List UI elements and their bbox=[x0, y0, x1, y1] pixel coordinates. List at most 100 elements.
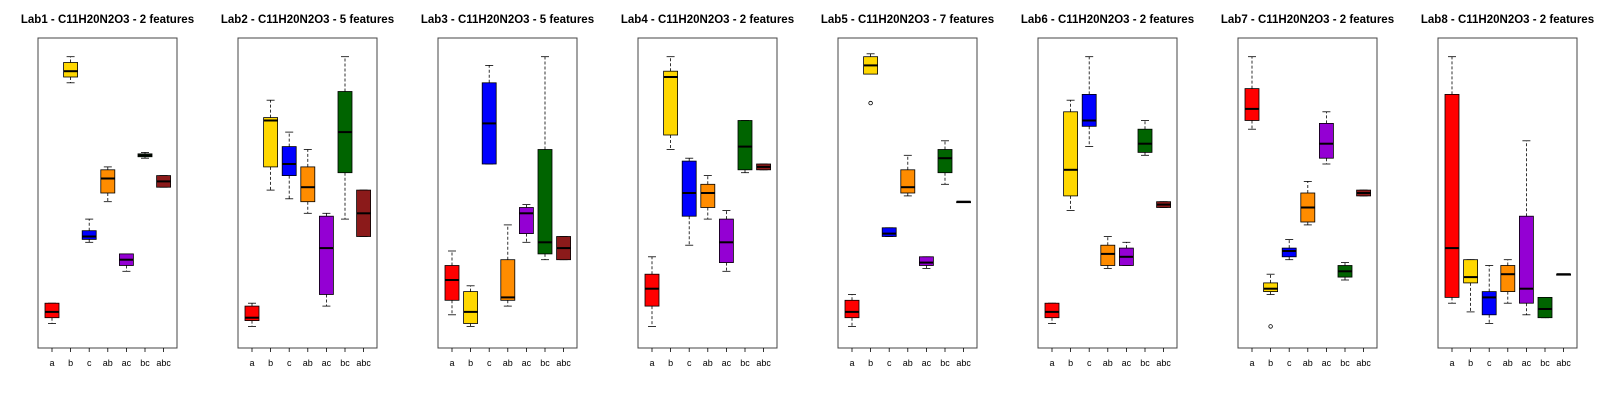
tick-label-b: b bbox=[1068, 358, 1073, 368]
tick-label-b: b bbox=[68, 358, 73, 368]
panel-title: Lab5 - C11H20N2O3 - 7 features bbox=[821, 14, 994, 26]
tick-label-a: a bbox=[849, 358, 854, 368]
tick-label-c: c bbox=[1487, 358, 1492, 368]
box-ac bbox=[119, 253, 134, 272]
iqr-box bbox=[737, 120, 753, 171]
iqr-box bbox=[263, 117, 279, 168]
tick-label-b: b bbox=[468, 358, 473, 368]
iqr-box bbox=[1500, 265, 1516, 293]
iqr-box bbox=[318, 215, 334, 295]
tick-label-bc: bc bbox=[740, 358, 750, 368]
iqr-box bbox=[1319, 123, 1334, 159]
box-b bbox=[1463, 259, 1478, 313]
iqr-box bbox=[1263, 282, 1278, 292]
box-ac bbox=[318, 212, 334, 307]
tick-label-c: c bbox=[887, 358, 892, 368]
iqr-box bbox=[519, 207, 534, 235]
tick-label-ab: ab bbox=[503, 358, 513, 368]
box-abc bbox=[156, 175, 172, 188]
iqr-box bbox=[1100, 244, 1116, 266]
box-ab bbox=[900, 154, 916, 197]
box-a bbox=[644, 256, 660, 327]
box-ab bbox=[100, 166, 116, 203]
box-abc bbox=[756, 163, 771, 171]
box-c bbox=[81, 218, 97, 243]
box-bc bbox=[1337, 262, 1353, 281]
box-b bbox=[1063, 99, 1078, 211]
iqr-box bbox=[44, 302, 60, 319]
panel-title: Lab1 - C11H20N2O3 - 2 features bbox=[21, 14, 194, 26]
box-bc bbox=[1537, 296, 1553, 319]
iqr-box bbox=[63, 62, 78, 78]
box-abc bbox=[356, 189, 372, 237]
box-ab bbox=[1100, 236, 1116, 269]
box-abc bbox=[1556, 273, 1571, 276]
tick-label-abc: abc bbox=[156, 358, 171, 368]
iqr-box bbox=[1519, 215, 1534, 304]
tick-label-ac: ac bbox=[1522, 358, 1532, 368]
tick-label-abc: abc bbox=[1356, 358, 1371, 368]
iqr-box bbox=[844, 299, 860, 319]
iqr-box bbox=[1537, 296, 1553, 319]
iqr-box bbox=[1463, 259, 1478, 284]
box-a bbox=[1044, 302, 1060, 324]
tick-label-c: c bbox=[1287, 358, 1292, 368]
iqr-box bbox=[681, 160, 697, 217]
outlier-point bbox=[868, 100, 873, 106]
outlier-point bbox=[1268, 324, 1273, 329]
box-bc bbox=[937, 140, 953, 185]
tick-label-ab: ab bbox=[303, 358, 313, 368]
iqr-box bbox=[1081, 94, 1097, 127]
tick-label-b: b bbox=[668, 358, 673, 368]
tick-label-ab: ab bbox=[1503, 358, 1513, 368]
box-abc bbox=[1356, 189, 1371, 197]
tick-label-ab: ab bbox=[103, 358, 113, 368]
box-c bbox=[1481, 265, 1497, 324]
box-a bbox=[244, 302, 260, 327]
box-ac bbox=[519, 204, 534, 243]
box-a bbox=[444, 250, 460, 316]
box-bc bbox=[537, 56, 553, 261]
box-c bbox=[1281, 238, 1297, 261]
box-ac bbox=[1519, 140, 1534, 316]
iqr-box bbox=[281, 146, 297, 177]
box-b bbox=[1263, 273, 1278, 329]
iqr-box bbox=[937, 149, 953, 174]
iqr-box bbox=[537, 149, 553, 255]
tick-label-ab: ab bbox=[1103, 358, 1113, 368]
box-ab bbox=[1300, 180, 1316, 226]
box-a bbox=[44, 302, 60, 324]
iqr-box bbox=[1444, 94, 1460, 298]
box-bc bbox=[137, 151, 153, 159]
tick-label-abc: abc bbox=[956, 358, 971, 368]
tick-label-bc: bc bbox=[140, 358, 150, 368]
tick-label-a: a bbox=[249, 358, 254, 368]
tick-label-bc: bc bbox=[1540, 358, 1550, 368]
iqr-box bbox=[900, 169, 916, 194]
iqr-box bbox=[444, 265, 460, 301]
box-c bbox=[881, 227, 897, 237]
iqr-box bbox=[644, 273, 660, 307]
box-abc bbox=[956, 200, 971, 204]
box-abc bbox=[556, 236, 571, 261]
tick-label-abc: abc bbox=[356, 358, 371, 368]
box-bc bbox=[737, 120, 753, 174]
plot-frame bbox=[1037, 37, 1178, 349]
tick-label-ac: ac bbox=[522, 358, 532, 368]
iqr-box bbox=[463, 291, 479, 324]
iqr-box bbox=[719, 218, 734, 264]
tick-label-bc: bc bbox=[340, 358, 350, 368]
iqr-box bbox=[1244, 88, 1260, 121]
tick-label-a: a bbox=[449, 358, 454, 368]
tick-label-ac: ac bbox=[122, 358, 132, 368]
tick-label-bc: bc bbox=[540, 358, 550, 368]
tick-label-b: b bbox=[1468, 358, 1473, 368]
box-a bbox=[1244, 56, 1260, 130]
iqr-box bbox=[500, 259, 516, 301]
